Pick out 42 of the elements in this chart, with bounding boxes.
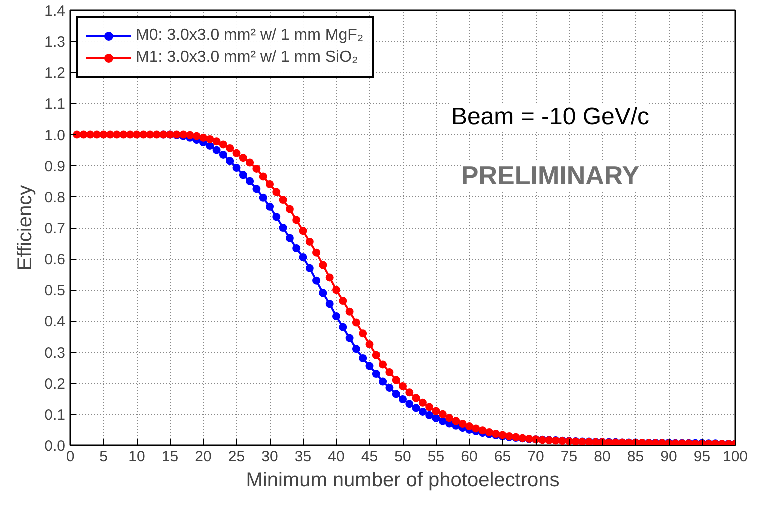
y-tick-label: 0.1 [44,406,66,424]
x-tick-label: 15 [162,448,179,466]
x-axis-title: Minimum number of photoelectrons [246,470,560,492]
y-axis-title: Efficiency [14,185,37,271]
x-tick-label: 45 [361,448,378,466]
x-tick-label: 85 [627,448,644,466]
y-tick-label: 0.6 [44,252,66,269]
x-tick-label: 20 [195,448,212,466]
x-tick-label: 30 [262,448,278,466]
legend-label: M1: 3.0x3.0 mm² w/ 1 mm SiO₂ [136,49,358,67]
y-tick-label: 1.3 [44,34,66,52]
legend-label: M0: 3.0x3.0 mm² w/ 1 mm MgF₂ [136,27,364,45]
x-tick-label: 0 [66,448,75,466]
y-tick-label: 1.0 [44,127,66,144]
x-tick-label: 80 [594,448,611,466]
x-tick-label: 100 [722,448,748,466]
annotation: PRELIMINARY [461,160,640,190]
y-tick-label: 1.2 [44,65,66,82]
x-tick-label: 75 [560,448,578,466]
x-tick-label: 95 [694,448,711,466]
y-tick-label: 0.0 [44,438,66,455]
y-tick-label: 0.4 [44,314,66,331]
x-tick-label: 25 [228,448,246,466]
y-tick-label: 0.8 [44,189,66,206]
y-tick-label: 0.9 [44,158,66,176]
y-tick-label: 0.3 [44,344,66,362]
x-tick-label: 65 [494,448,512,466]
x-tick-label: 35 [294,448,312,466]
x-tick-label: 10 [128,448,146,466]
x-tick-label: 55 [428,448,445,466]
x-tick-label: 40 [328,448,345,466]
y-tick-label: 1.4 [44,3,66,20]
x-tick-label: 50 [394,448,412,466]
x-tick-label: 60 [461,448,478,466]
y-tick-label: 1.1 [44,96,66,114]
annotation: Beam = -10 GeV/c [451,104,650,130]
y-tick-label: 0.2 [44,376,66,393]
y-tick-label: 0.7 [44,220,66,238]
x-tick-label: 70 [528,448,544,466]
y-tick-label: 0.5 [44,282,66,300]
x-tick-label: 90 [660,448,678,466]
x-tick-label: 5 [100,448,108,466]
